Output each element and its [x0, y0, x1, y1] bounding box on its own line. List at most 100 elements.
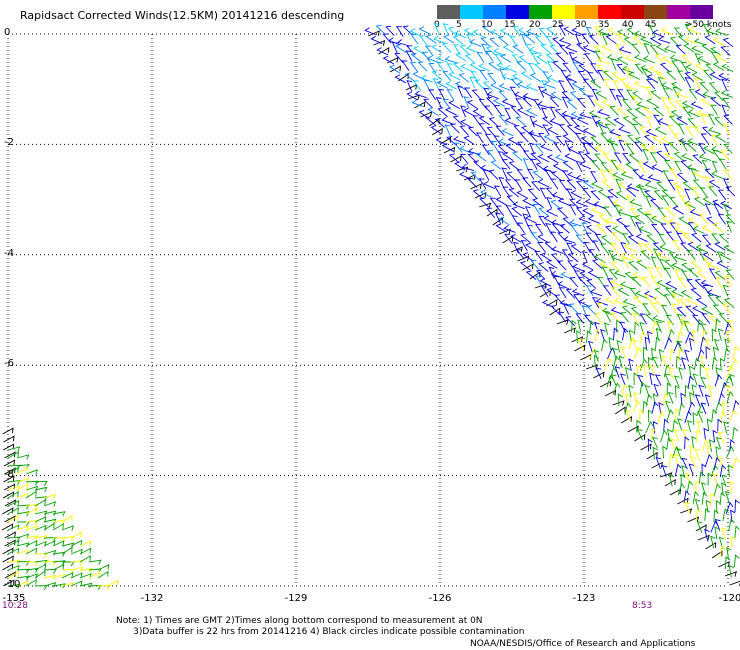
wind-barb	[608, 336, 614, 350]
wind-barb	[713, 116, 724, 127]
wind-barb	[660, 429, 668, 443]
wind-barb	[512, 201, 525, 210]
wind-barb	[641, 276, 651, 288]
wind-barb	[106, 579, 119, 587]
wind-barb	[644, 290, 657, 300]
wind-barb	[541, 285, 549, 298]
wind-barb	[725, 214, 735, 225]
wind-barb	[592, 259, 603, 269]
wind-barb	[698, 153, 712, 161]
wind-barb	[634, 54, 647, 63]
wind-barb	[446, 135, 457, 146]
wind-barb	[486, 207, 496, 219]
wind-barb	[525, 242, 537, 252]
wind-barb	[443, 34, 455, 44]
wind-barb	[7, 466, 19, 475]
wind-barb	[610, 279, 624, 287]
wind-barb	[534, 143, 544, 154]
wind-barb	[513, 91, 526, 100]
wind-barb	[734, 499, 740, 513]
wind-barb	[544, 241, 555, 252]
wind-barb	[635, 222, 642, 234]
wind-barb	[651, 461, 663, 469]
wind-barb	[402, 25, 413, 36]
wind-barb	[695, 297, 708, 307]
wind-barb	[595, 298, 609, 306]
notes-text: Note: 1) Times are GMT 2)Times along bot…	[116, 616, 525, 638]
wind-barb	[694, 448, 701, 461]
wind-barb	[689, 337, 695, 351]
wind-barb	[441, 142, 454, 152]
wind-barb	[664, 400, 671, 413]
wind-barb	[701, 126, 712, 137]
wind-barb	[435, 137, 448, 146]
wind-barb	[396, 39, 410, 47]
wind-barb	[585, 232, 594, 244]
wind-barb	[613, 327, 619, 341]
wind-barb	[719, 464, 727, 478]
wind-barb	[545, 187, 556, 198]
wind-barb	[412, 45, 425, 55]
wind-barb	[655, 71, 668, 81]
wind-barb	[695, 480, 701, 494]
map-title: Rapidsact Corrected Winds(12.5KM) 201412…	[20, 9, 345, 22]
wind-barb	[622, 115, 634, 126]
wind-barb	[721, 527, 727, 540]
wind-barb	[610, 306, 623, 315]
wind-barb	[622, 327, 629, 341]
wind-barb	[34, 535, 48, 541]
wind-barb	[562, 62, 572, 73]
wind-barb	[681, 457, 688, 470]
wind-barb	[657, 36, 671, 44]
wind-barb	[566, 124, 577, 135]
wind-barb	[485, 46, 497, 56]
wind-barb	[7, 564, 20, 571]
wind-barb	[656, 150, 667, 161]
wind-barb	[482, 181, 496, 190]
wind-barb	[550, 270, 564, 279]
wind-barb	[640, 250, 651, 260]
wind-barb	[714, 91, 725, 102]
wind-barb	[723, 114, 733, 125]
wind-barb	[726, 390, 734, 404]
wind-barb	[549, 106, 557, 118]
wind-barb	[485, 50, 494, 62]
wind-barb	[720, 45, 731, 56]
wind-barb	[587, 142, 598, 153]
wind-barb	[612, 355, 620, 369]
wind-barb	[710, 170, 724, 179]
wind-barb	[663, 143, 670, 155]
wind-barb	[667, 428, 673, 442]
wind-barb	[651, 224, 660, 235]
wind-barb	[704, 453, 713, 467]
wind-barb	[662, 88, 671, 100]
wind-barb	[721, 104, 728, 117]
wind-barb	[546, 26, 557, 37]
longitude-label: -135	[2, 593, 26, 604]
wind-barb	[515, 98, 524, 109]
wind-barb	[687, 516, 700, 523]
wind-barb	[437, 107, 448, 117]
wind-barb	[686, 249, 696, 260]
wind-barb	[702, 23, 710, 35]
wind-barb	[420, 74, 434, 83]
wind-barb	[505, 205, 514, 217]
wind-barb	[545, 35, 554, 47]
wind-barb	[524, 206, 532, 218]
wind-barb	[628, 329, 635, 343]
wind-barb	[669, 168, 679, 179]
wind-barb	[70, 572, 83, 579]
wind-barb	[633, 295, 645, 306]
wind-barb	[685, 297, 699, 306]
wind-barb	[537, 101, 550, 109]
wind-barb	[621, 99, 632, 110]
wind-barb	[483, 87, 491, 100]
wind-barb	[614, 366, 621, 379]
wind-barb	[722, 508, 729, 521]
wind-barb	[644, 210, 657, 218]
wind-barb	[685, 64, 698, 73]
wind-barb	[699, 355, 706, 369]
wind-barb	[668, 252, 678, 263]
wind-barb	[539, 187, 547, 200]
wind-barb	[2, 443, 15, 451]
